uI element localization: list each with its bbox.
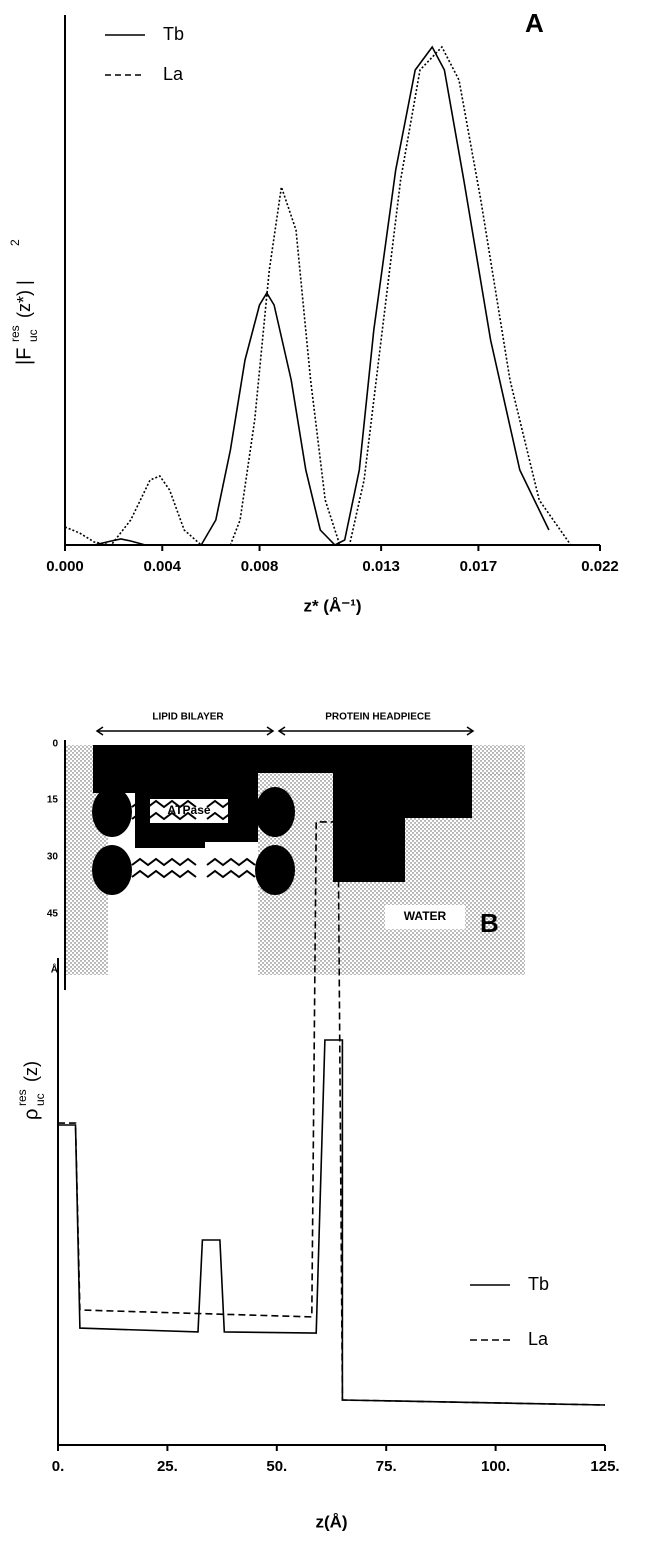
depth-tick-label: 45: [47, 909, 59, 920]
x-tick-label: 0.013: [362, 558, 400, 575]
region-label: PROTEIN HEADPIECE: [325, 712, 431, 723]
x-tick-label: 25.: [157, 1458, 178, 1475]
water-label: WATER: [404, 909, 447, 923]
series-line: [65, 45, 550, 546]
y-axis-label-part: uc: [33, 1093, 47, 1106]
y-axis-label-part: (z*) |: [14, 280, 34, 318]
x-tick-label: 50.: [266, 1458, 287, 1475]
lipid-heads: [92, 787, 295, 895]
depth-tick-label: 0: [52, 739, 58, 750]
x-tick-label: 0.017: [460, 558, 498, 575]
x-tick-label: 0.022: [581, 558, 619, 575]
y-axis-label-part: ρ: [20, 1109, 42, 1120]
x-axis-label: z(Å): [315, 1512, 347, 1531]
y-axis-label: ρ res uc (z): [15, 1061, 47, 1120]
x-tick-label: 100.: [481, 1458, 510, 1475]
panel-label: B: [480, 908, 499, 938]
x-tick-label: 125.: [590, 1458, 619, 1475]
region-arrows: [95, 726, 475, 736]
region-label: LIPID BILAYER: [152, 712, 224, 723]
panel-label: A: [525, 8, 544, 38]
x-tick-label: 0.008: [241, 558, 279, 575]
x-axis-label: z* (Å⁻¹): [303, 596, 361, 615]
series-line: [58, 1039, 606, 1406]
label-box: [385, 905, 465, 929]
x-tick-label: 0.: [52, 1458, 65, 1475]
series-line: [58, 821, 606, 1406]
atpase-shape: [93, 745, 472, 882]
y-axis-label-part: |F: [13, 348, 35, 365]
y-axis-label-part: (z): [21, 1061, 41, 1082]
schematic: ATPase WATER LIPID BILAYER PROTEIN HEADP…: [47, 712, 525, 990]
legend-label: Tb: [528, 1274, 549, 1294]
legend-label: La: [528, 1329, 549, 1349]
series-line: [64, 45, 572, 546]
y-axis-label-part: res: [15, 1089, 29, 1106]
y-axis-label-part: 2: [8, 239, 22, 246]
x-tick-label: 0.000: [46, 558, 84, 575]
legend-label: La: [163, 64, 184, 84]
depth-tick-label: 15: [47, 795, 59, 806]
y-axis-label-part: uc: [26, 329, 40, 342]
water-region: [470, 745, 525, 775]
lipid-tails: [131, 799, 256, 879]
depth-tick-label: 30: [47, 852, 59, 863]
y-axis-label-part: res: [8, 325, 22, 342]
x-tick-label: 0.004: [143, 558, 181, 575]
x-tick-label: 75.: [376, 1458, 397, 1475]
legend-label: Tb: [163, 24, 184, 44]
depth-unit: Å: [51, 963, 58, 976]
y-axis-label: |F res uc (z*) | 2: [8, 239, 40, 365]
